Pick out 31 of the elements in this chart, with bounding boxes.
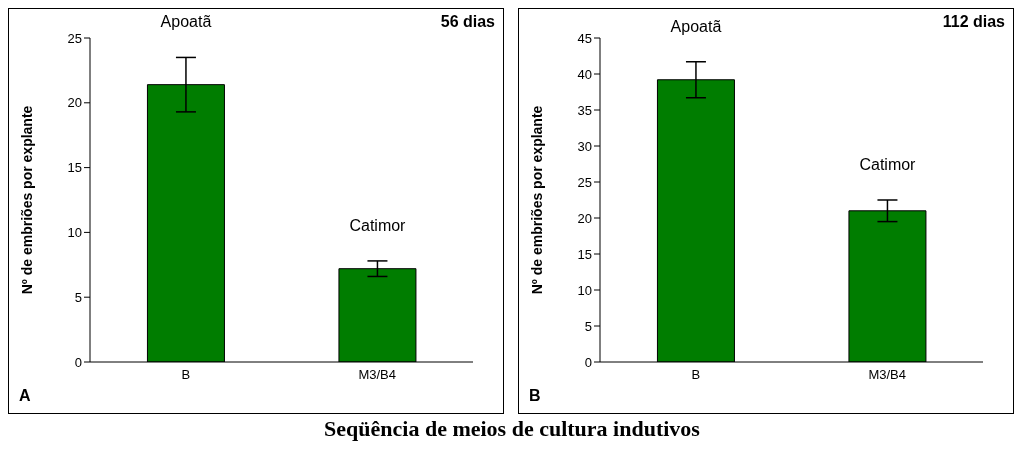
- chart-title: 56 dias: [440, 13, 495, 31]
- y-tick-label: 15: [577, 246, 592, 262]
- text: A: [19, 387, 31, 405]
- y-tick-label: 10: [67, 225, 82, 241]
- x-tick-label: B: [691, 367, 701, 383]
- x-axis-title: Seqüência de meios de cultura indutivos: [323, 416, 701, 442]
- y-tick-label: 40: [577, 66, 592, 82]
- y-tick-label: 25: [577, 174, 592, 190]
- y-tick-label: 35: [577, 102, 592, 118]
- y-tick-label: 5: [584, 318, 592, 334]
- y-tick-label: 20: [577, 210, 592, 226]
- y-tick-label: 15: [67, 160, 82, 176]
- chart-title: 112 dias: [942, 13, 1005, 31]
- y-tick-label: 0: [584, 354, 592, 370]
- y-axis-title: Nº de embriões por explante: [528, 105, 545, 295]
- y-tick-label: 0: [74, 354, 82, 370]
- y-tick-label: 30: [577, 138, 592, 154]
- text: Apoatã: [670, 17, 722, 35]
- annotation: Catimor: [859, 156, 917, 173]
- x-tick-label: M3/B4: [868, 367, 907, 383]
- y-tick-label: 20: [67, 95, 82, 111]
- annotation: Catimor: [349, 216, 407, 234]
- x-tick-label: M3/B4: [358, 367, 397, 383]
- text: Apoatã: [160, 13, 212, 31]
- y-axis-title: Nº de embriões por explante: [18, 105, 35, 295]
- x-tick-label: B: [181, 367, 191, 383]
- y-tick-label: 45: [577, 30, 592, 46]
- y-tick-label: 10: [577, 282, 592, 298]
- text: B: [529, 387, 541, 405]
- y-tick-label: 5: [74, 289, 82, 305]
- y-tick-label: 25: [67, 30, 82, 46]
